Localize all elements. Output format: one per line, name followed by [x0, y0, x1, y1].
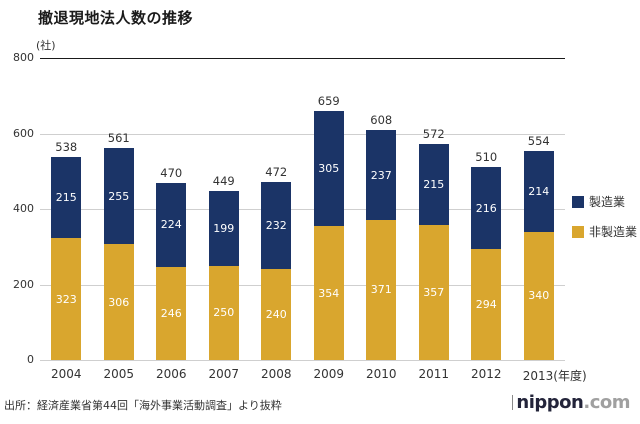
bar-total-label: 659 — [317, 94, 340, 109]
bar-segment-manufacturing: 214 — [523, 150, 554, 232]
bar-total-label: 538 — [55, 139, 78, 154]
legend-item-manufacturing: 製造業 — [572, 193, 637, 210]
x-tick-label: 2008 — [260, 367, 292, 381]
bar-total-label: 608 — [370, 113, 393, 128]
y-tick-label: 0 — [27, 353, 34, 366]
legend-label: 非製造業 — [589, 225, 638, 239]
y-tick-label: 600 — [13, 126, 34, 140]
segment-value-label: 250 — [213, 306, 235, 320]
segment-value-label: 224 — [160, 218, 182, 232]
segment-value-label: 215 — [55, 190, 77, 204]
gridline-800 — [40, 58, 565, 59]
gridline-0 — [40, 360, 565, 361]
bar-total-label: 470 — [160, 165, 183, 180]
segment-value-label: 354 — [318, 286, 340, 300]
bar-total-label: 561 — [107, 131, 130, 146]
segment-value-label: 215 — [423, 178, 445, 192]
bar-segment-nonmanufacturing: 354 — [313, 226, 344, 360]
legend-item-nonmanufacturing: 非製造業 — [572, 223, 637, 240]
bar-total-label: 472 — [265, 164, 288, 179]
legend-swatch-icon — [572, 195, 584, 208]
segment-value-label: 255 — [108, 189, 130, 203]
segment-value-label: 323 — [55, 292, 77, 306]
bar-segment-nonmanufacturing: 294 — [471, 249, 502, 360]
x-tick-label: 2010 — [365, 367, 397, 381]
x-tick-label: 2012 — [470, 367, 502, 381]
gridline-400 — [40, 209, 565, 210]
y-axis-unit-label: (社) — [36, 39, 56, 52]
segment-value-label: 199 — [213, 221, 235, 235]
segment-value-label: 357 — [423, 286, 445, 300]
segment-value-label: 240 — [265, 308, 287, 322]
bar-segment-nonmanufacturing: 246 — [156, 267, 187, 360]
y-tick-label: 200 — [13, 277, 34, 291]
bar-segment-nonmanufacturing: 323 — [51, 238, 82, 360]
segment-value-label: 237 — [370, 168, 392, 182]
x-tick-label: 2005 — [103, 367, 135, 381]
x-tick-label: 2013(年度) — [522, 369, 587, 383]
gridline-600 — [40, 133, 565, 135]
y-tick-label: 800 — [13, 51, 34, 64]
x-tick-label: 2006 — [155, 367, 187, 381]
x-tick-label: 2004 — [50, 367, 82, 381]
bar-segment-manufacturing: 215 — [418, 144, 449, 226]
segment-value-label: 214 — [528, 184, 550, 198]
segment-value-label: 246 — [160, 307, 182, 321]
segment-value-label: 216 — [475, 201, 497, 215]
segment-value-label: 306 — [108, 295, 130, 309]
logo-name: nippon — [516, 392, 584, 413]
bar-segment-manufacturing: 232 — [261, 181, 292, 270]
plot-area: 0 200 400 600 800 323 215 538 2004 306 255 561 2005 2… — [13, 51, 587, 383]
chart-title: 撤退現地法人数の推移 — [38, 9, 194, 27]
bar-total-label: 572 — [422, 127, 445, 142]
bar-segment-nonmanufacturing: 250 — [208, 265, 239, 360]
segment-value-label: 340 — [528, 289, 550, 303]
bar-segment-manufacturing: 237 — [366, 130, 397, 220]
y-tick-label: 400 — [13, 202, 34, 215]
bar-total-label: 449 — [212, 173, 235, 188]
legend-label: 製造業 — [589, 195, 626, 209]
bar-segment-manufacturing: 199 — [208, 190, 239, 266]
bar-segment-manufacturing: 215 — [51, 156, 82, 239]
bar-segment-nonmanufacturing: 306 — [103, 244, 134, 360]
legend-swatch-icon — [572, 225, 584, 238]
bar-total-label: 554 — [527, 133, 550, 148]
logo-divider-icon — [512, 395, 514, 410]
bar-segment-manufacturing: 224 — [156, 182, 187, 268]
gridline-200 — [40, 284, 565, 286]
bar-segment-nonmanufacturing: 240 — [261, 269, 292, 360]
source-note: 出所：経済産業省第44回「海外事業活動調査」より抜粋 — [4, 399, 282, 412]
bar-segment-nonmanufacturing: 371 — [366, 219, 397, 360]
x-tick-label: 2007 — [208, 367, 240, 381]
chart-legend: 製造業 非製造業 — [572, 193, 637, 253]
logo-tld: .com — [583, 392, 630, 413]
bar-segment-manufacturing: 216 — [471, 167, 502, 249]
nippon-com-logo: nippon.com — [512, 392, 630, 413]
bar-total-label: 510 — [475, 150, 498, 165]
segment-value-label: 232 — [265, 219, 287, 233]
x-tick-label: 2009 — [313, 367, 345, 381]
segment-value-label: 371 — [370, 283, 392, 297]
segment-value-label: 305 — [318, 162, 340, 176]
segment-value-label: 294 — [475, 297, 497, 311]
bar-segment-manufacturing: 255 — [103, 148, 134, 245]
bar-segment-manufacturing: 305 — [313, 111, 344, 227]
bar-segment-nonmanufacturing: 340 — [523, 231, 554, 360]
x-tick-label: 2011 — [418, 367, 450, 381]
bar-segment-nonmanufacturing: 357 — [418, 225, 449, 360]
